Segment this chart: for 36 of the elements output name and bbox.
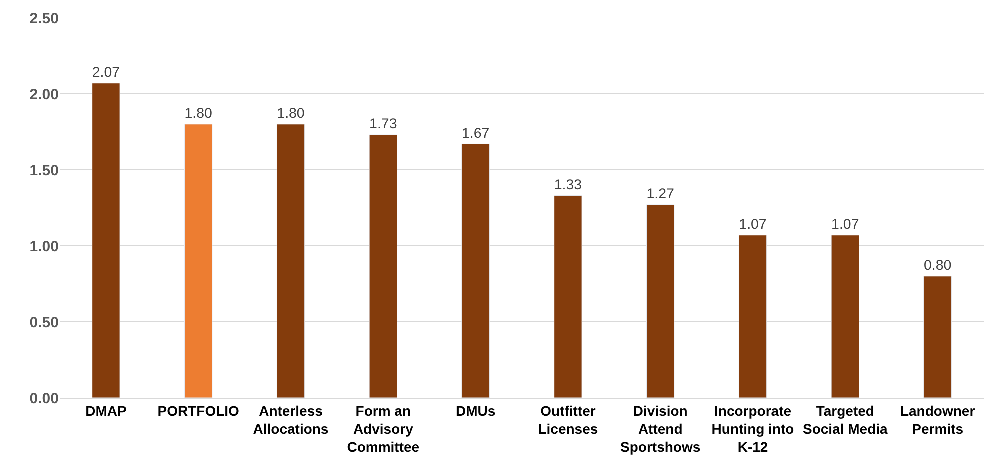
y-tick-label: 0.50 [30,314,59,332]
y-tick-label: 2.00 [30,86,59,104]
x-tick-label: DMAP [86,402,127,419]
x-tick-label: Division Attend Sportshows [620,402,701,456]
data-label: 1.67 [462,126,490,142]
bar [554,196,582,398]
data-label: 1.80 [277,106,305,122]
data-label: 2.07 [92,65,120,82]
bar [92,83,120,398]
x-tick-label: Outfitter Licenses [538,402,598,437]
data-label: 0.80 [924,258,952,274]
bar [369,134,398,398]
bar [184,124,213,398]
x-tick-label: Landowner Permits [900,402,976,437]
x-tick-label: DMUs [456,402,496,419]
bar [646,204,675,398]
data-label: 1.80 [184,106,213,122]
bar [924,276,952,398]
x-tick-label: Incorporate Hunting into K-12 [712,402,794,456]
y-tick-label: 1.50 [30,162,59,180]
bar [831,235,860,398]
data-label: 1.07 [832,217,860,234]
data-label: 1.27 [646,186,675,203]
x-tick-label: Targeted Social Media [802,402,888,437]
bar [276,124,306,398]
data-label: 1.33 [554,177,582,194]
data-label: 1.73 [370,116,398,133]
x-tick-label: PORTFOLIO [158,402,240,419]
x-tick-label: Anterless Allocations [253,402,329,437]
bar [462,144,490,398]
x-tick-label: Form an Advisory Committee [347,402,420,456]
y-tick-label: 0.00 [30,390,59,408]
bar [738,235,768,398]
data-label: 1.07 [739,217,767,234]
y-tick-label: 1.00 [30,238,59,256]
y-tick-label: 2.50 [30,10,59,28]
